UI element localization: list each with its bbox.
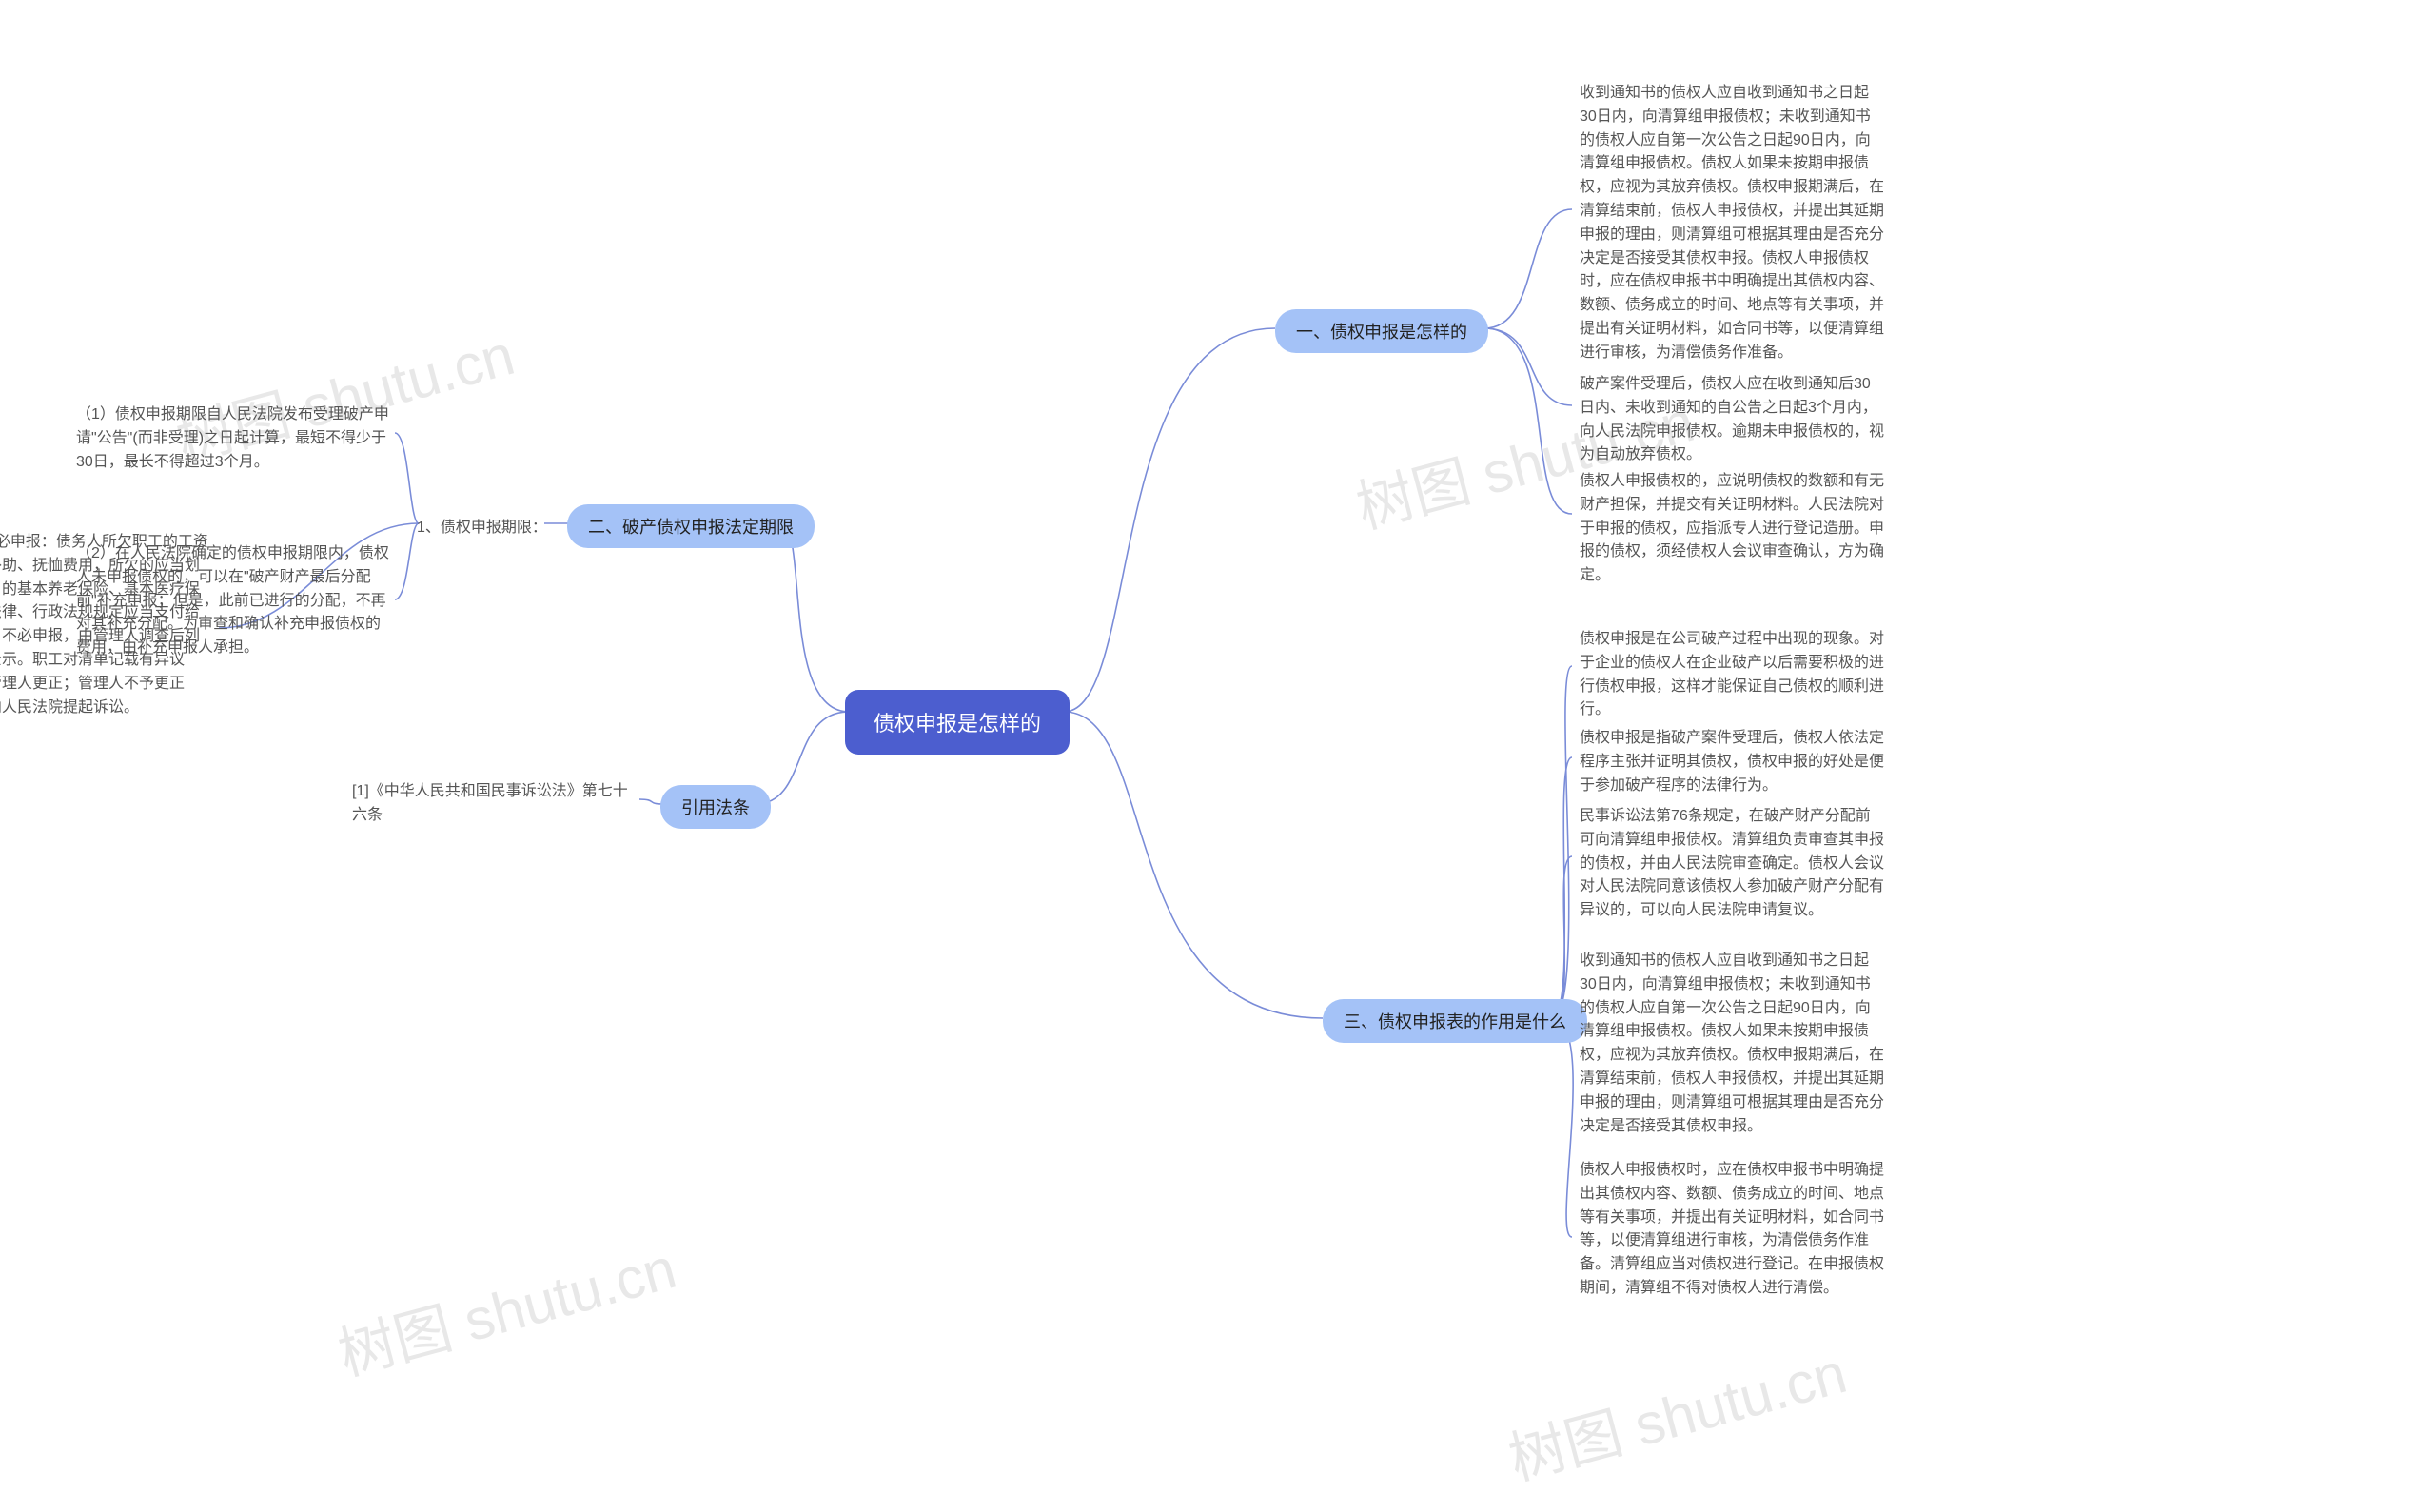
branch-1-label: 一、债权申报是怎样的 bbox=[1296, 319, 1467, 344]
leaf-1a: 收到通知书的债权人应自收到通知书之日起30日内，向清算组申报债权；未收到通知书的… bbox=[1580, 82, 1884, 365]
branch-3-label: 三、债权申报表的作用是什么 bbox=[1344, 1009, 1566, 1033]
leaf-4a: [1]《中华人民共和国民事诉讼法》第七十六条 bbox=[352, 780, 638, 828]
branch-1[interactable]: 一、债权申报是怎样的 bbox=[1275, 309, 1488, 353]
watermark: 树图 shutu.cn bbox=[1499, 1326, 1855, 1496]
sub-branch-2a-label: 1、债权申报期限： bbox=[417, 520, 547, 536]
leaf-1b: 破产案件受理后，债权人应在收到通知后30日内、未收到通知的自公告之日起3个月内，… bbox=[1580, 373, 1884, 467]
watermark: 树图 shutu.cn bbox=[328, 1222, 684, 1391]
leaf-3a: 债权申报是在公司破产过程中出现的现象。对于企业的债权人在企业破产以后需要积极的进… bbox=[1580, 628, 1884, 722]
branch-3[interactable]: 三、债权申报表的作用是什么 bbox=[1323, 999, 1587, 1043]
branch-4[interactable]: 引用法条 bbox=[660, 785, 771, 829]
leaf-2c: 2、职工债权不必申报：债务人所欠职工的工资和医疗、伤残补助、抚恤费用，所欠的应当… bbox=[0, 531, 213, 719]
leaf-3d: 收到通知书的债权人应自收到通知书之日起30日内，向清算组申报债权；未收到通知书的… bbox=[1580, 950, 1884, 1138]
leaf-1c: 债权人申报债权的，应说明债权的数额和有无财产担保，并提交有关证明材料。人民法院对… bbox=[1580, 470, 1884, 588]
leaf-3b: 债权申报是指破产案件受理后，债权人依法定程序主张并证明其债权，债权申报的好处是便… bbox=[1580, 727, 1884, 797]
mindmap-connections bbox=[0, 0, 2436, 1512]
leaf-3e: 债权人申报债权时，应在债权申报书中明确提出其债权内容、数额、债务成立的时间、地点… bbox=[1580, 1159, 1884, 1301]
leaf-3c: 民事诉讼法第76条规定，在破产财产分配前可向清算组申报债权。清算组负责审查其申报… bbox=[1580, 805, 1884, 923]
branch-4-label: 引用法条 bbox=[681, 795, 750, 819]
leaf-2a: （1）债权申报期限自人民法院发布受理破产申请"公告"(而非受理)之日起计算，最短… bbox=[76, 403, 394, 474]
branch-2[interactable]: 二、破产债权申报法定期限 bbox=[567, 504, 815, 548]
branch-2-label: 二、破产债权申报法定期限 bbox=[588, 514, 794, 539]
sub-branch-2a[interactable]: 1、债权申报期限： bbox=[417, 514, 547, 537]
center-label: 债权申报是怎样的 bbox=[874, 707, 1041, 737]
mindmap-center[interactable]: 债权申报是怎样的 bbox=[845, 690, 1070, 755]
